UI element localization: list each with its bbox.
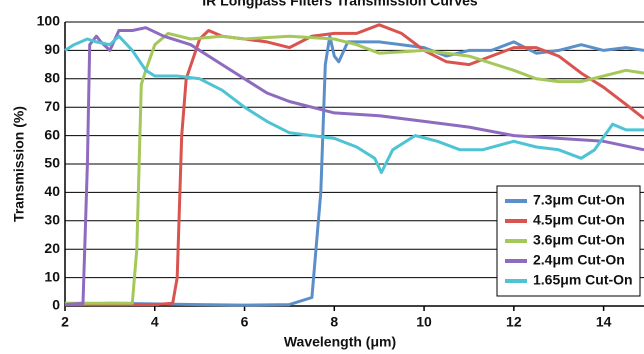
x-tick-label: 8: [330, 314, 338, 330]
x-tick-label: 12: [506, 314, 522, 330]
y-tick-label: 10: [44, 268, 60, 284]
data-line: [65, 23, 644, 307]
y-tick-label: 40: [44, 183, 60, 199]
legend-label: 1.65μm Cut-On: [533, 272, 633, 288]
x-tick-label: 6: [241, 314, 249, 330]
x-tick-label: 14: [596, 314, 612, 330]
y-tick-label: 100: [37, 13, 61, 29]
legend-label: 7.3μm Cut-On: [533, 192, 625, 208]
y-tick-label: 50: [44, 155, 60, 171]
y-tick-label: 80: [44, 70, 60, 86]
data-line: [64, 34, 644, 174]
y-tick-label: 0: [52, 297, 60, 313]
data-line: [65, 31, 644, 305]
legend: 7.3μm Cut-On 4.5μm Cut-On 3.6μm Cut-On 2.4μ…: [496, 185, 641, 297]
y-tick-label: 20: [44, 240, 60, 256]
x-tick-label: 4: [151, 314, 159, 330]
legend-label: 4.5μm Cut-On: [533, 212, 625, 228]
y-tick-label: 60: [44, 126, 60, 142]
x-tick-label: 10: [416, 314, 432, 330]
x-tick-label: 2: [61, 314, 69, 330]
y-tick-label: 30: [44, 212, 60, 228]
legend-label: 3.6μm Cut-On: [533, 232, 625, 248]
data-line: [64, 34, 644, 307]
x-axis-label: Wavelength (μm): [284, 334, 396, 350]
chart-title: IR Longpass Filters Transmission Curves: [202, 0, 478, 9]
legend-label: 2.4μm Cut-On: [533, 252, 625, 268]
y-axis-label: Transmission (%): [11, 106, 27, 222]
y-tick-label: 90: [44, 41, 60, 57]
y-tick-label: 70: [44, 98, 60, 114]
data-line: [64, 26, 644, 307]
